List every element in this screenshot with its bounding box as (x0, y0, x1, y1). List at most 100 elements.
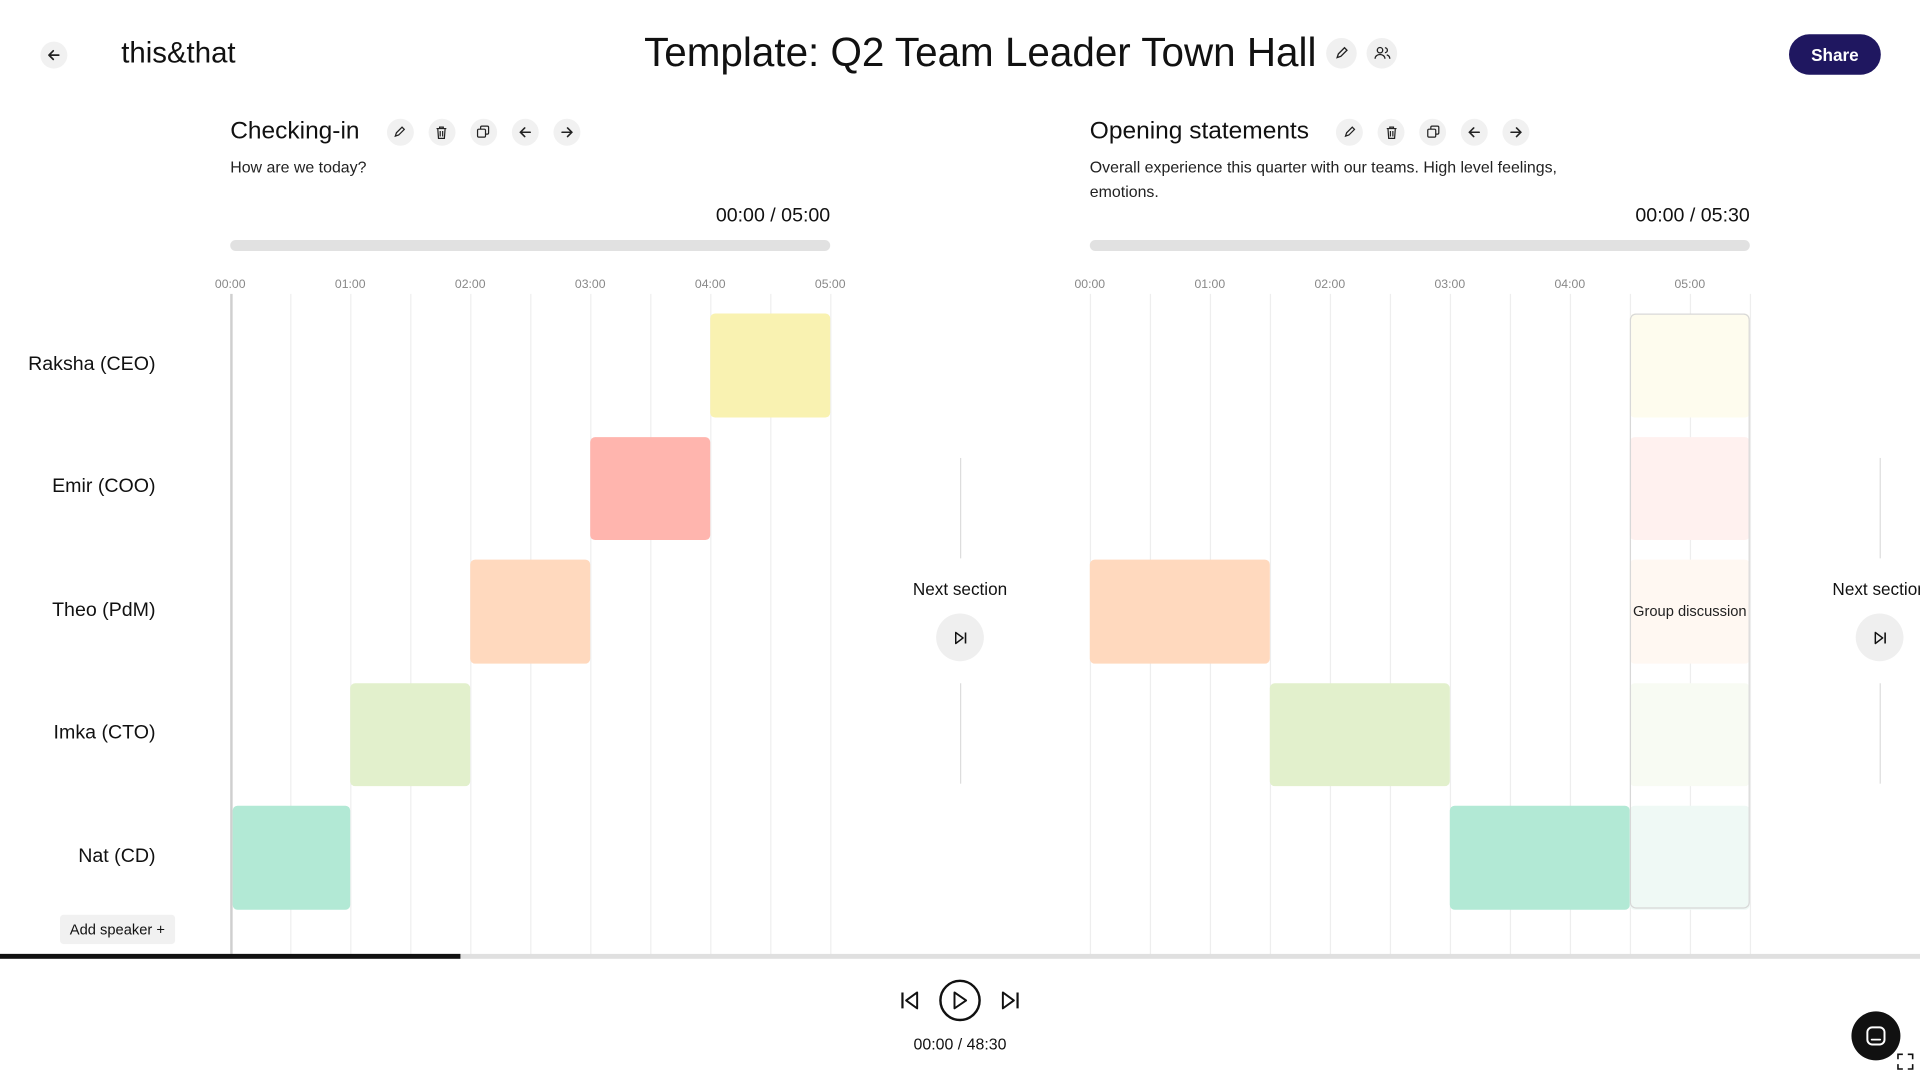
group-discussion-frame[interactable] (1629, 313, 1750, 909)
participants-button[interactable] (1366, 37, 1398, 68)
speaking-block-imka[interactable] (1269, 683, 1450, 787)
next-section-button[interactable] (1855, 613, 1904, 662)
gridline (650, 293, 652, 956)
section-1-tick: 04:00 (694, 277, 726, 292)
pencil-icon (1343, 126, 1355, 138)
group-block-raksha[interactable] (1629, 313, 1750, 418)
section-2-description: Overall experience this quarter with our… (1089, 157, 1557, 201)
section-1-title: Checking-in (230, 117, 360, 145)
group-block-nat[interactable] (1629, 805, 1750, 910)
section-1-tick: 05:00 (814, 277, 846, 292)
section-1-duplicate-button[interactable] (469, 118, 497, 146)
arrow-right-icon (1510, 126, 1522, 137)
speaking-block-theo[interactable] (1089, 559, 1270, 664)
speaking-block-raksha[interactable] (710, 313, 831, 418)
section-1-tick: 01:00 (334, 277, 366, 292)
section-2-tick: 02:00 (1314, 277, 1346, 292)
section-1-time: 00:00 / 05:00 (715, 205, 831, 227)
gridline (410, 293, 412, 956)
gridline (1569, 293, 1572, 956)
section-1-edit-button[interactable] (386, 118, 414, 146)
divider-line (1879, 683, 1881, 784)
speaker-label[interactable]: Theo (PdM) (52, 600, 156, 621)
speaker-label[interactable]: Raksha (CEO) (28, 353, 156, 375)
section-2-title: Opening statements (1089, 117, 1309, 145)
fullscreen-icon[interactable] (1897, 1053, 1914, 1070)
speaking-block-imka[interactable] (350, 683, 471, 787)
speaking-block-emir[interactable] (590, 437, 711, 541)
global-progress-track[interactable] (0, 953, 1920, 959)
gridline (830, 293, 832, 956)
section-1-progress-bar[interactable] (230, 240, 831, 252)
gridline (1449, 293, 1452, 956)
app-logo[interactable]: this&that (121, 36, 236, 70)
gridline (350, 293, 352, 956)
next-section-button[interactable] (936, 613, 984, 662)
global-progress-fill[interactable] (0, 953, 461, 959)
section-2-tick: 05:00 (1674, 277, 1706, 292)
section-2-tick: 01:00 (1194, 277, 1226, 292)
group-discussion-label: Group discussion (1633, 602, 1747, 620)
playhead-line[interactable] (230, 293, 233, 956)
section-2-progress-bar[interactable] (1089, 240, 1750, 252)
edit-title-button[interactable] (1326, 37, 1357, 68)
group-block-theo[interactable] (1629, 559, 1750, 664)
arrow-right-icon (560, 126, 573, 137)
arrow-left-icon (48, 49, 60, 61)
section-1-tick: 00:00 (214, 277, 246, 292)
copy-icon (477, 125, 490, 138)
section-2-tick: 00:00 (1074, 277, 1106, 292)
back-button[interactable] (40, 41, 68, 69)
speaking-block-nat[interactable] (232, 805, 351, 910)
section-2-move-right-button[interactable] (1502, 118, 1530, 146)
pencil-icon (394, 126, 406, 138)
gridline (590, 293, 592, 956)
skip-next-icon (954, 631, 966, 644)
gridline (1749, 293, 1752, 956)
trash-icon (436, 125, 447, 139)
gridline (710, 293, 712, 956)
gridline (770, 293, 772, 956)
section-1-tick: 02:00 (454, 277, 486, 292)
gridline (1329, 293, 1332, 956)
arrow-left-icon (1468, 126, 1480, 137)
section-1-move-left-button[interactable] (511, 118, 539, 146)
section-2-delete-button[interactable] (1377, 118, 1405, 146)
section-2-header: Opening statements (1090, 118, 1530, 146)
chat-support-button[interactable] (1851, 1011, 1901, 1061)
previous-button[interactable] (898, 988, 922, 1012)
section-2-edit-button[interactable] (1335, 118, 1363, 146)
speaking-block-nat[interactable] (1449, 805, 1630, 910)
speaker-label[interactable]: Nat (CD) (78, 846, 156, 867)
section-2-duplicate-button[interactable] (1419, 118, 1447, 146)
gridline (290, 293, 292, 956)
speaker-label[interactable]: Imka (CTO) (53, 722, 156, 744)
play-icon (953, 991, 968, 1010)
add-speaker-button[interactable]: Add speaker + (60, 914, 175, 945)
speaker-label[interactable]: Emir (COO) (52, 476, 156, 498)
section-2-move-left-button[interactable] (1460, 118, 1488, 146)
skip-next-icon (1873, 631, 1886, 644)
group-block-emir[interactable] (1629, 437, 1750, 541)
section-1-delete-button[interactable] (428, 118, 456, 146)
skip-next-icon (1001, 991, 1019, 1010)
section-1-move-right-button[interactable] (552, 118, 580, 146)
title-bar: Template: Q2 Team Leader Town Hall (644, 29, 1398, 76)
arrow-left-icon (518, 126, 531, 137)
section-1-tick: 03:00 (574, 277, 606, 292)
copy-icon (1426, 125, 1439, 138)
gridline (1509, 293, 1512, 956)
speaking-block-theo[interactable] (470, 559, 591, 664)
section-1-header: Checking-in (230, 118, 580, 146)
chat-icon (1866, 1026, 1886, 1046)
trash-icon (1386, 125, 1396, 139)
users-icon (1373, 46, 1390, 59)
share-button[interactable]: Share (1788, 34, 1881, 75)
group-block-imka[interactable] (1629, 683, 1750, 787)
next-section-label: Next section (1832, 579, 1920, 599)
next-button[interactable] (998, 988, 1022, 1012)
section-1-description: How are we today? (230, 157, 367, 177)
section-2-tick: 03:00 (1434, 277, 1466, 292)
play-button[interactable] (939, 979, 981, 1022)
